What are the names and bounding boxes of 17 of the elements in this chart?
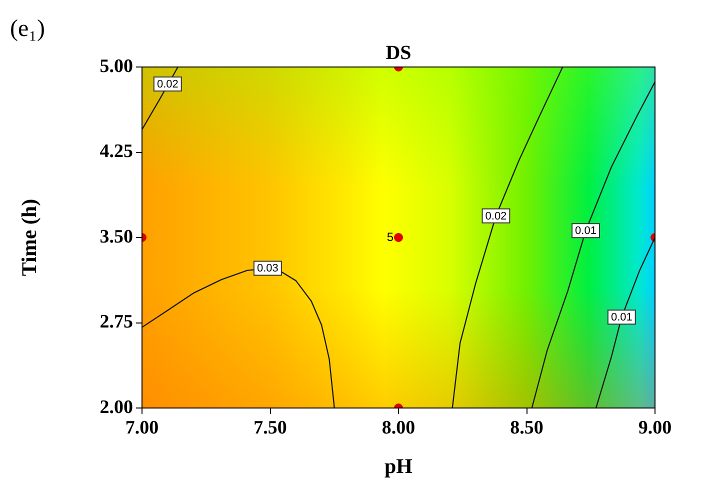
x-tick-label: 8.00 <box>382 417 416 438</box>
y-tick-label: 2.00 <box>100 396 133 418</box>
chart-title: DS <box>386 42 412 64</box>
x-tick-label: 8.50 <box>510 417 544 438</box>
x-tick-label: 9.00 <box>638 417 672 438</box>
x-tick-label: 7.00 <box>125 417 159 438</box>
y-tick-label: 4.25 <box>100 141 133 162</box>
text: (e₁) <box>10 16 46 42</box>
annotation: 0.02 <box>156 78 178 91</box>
y-axis-title: Time (h) <box>17 198 41 276</box>
y-tick-label: 3.50 <box>100 226 133 248</box>
y-tick-label: 2.75 <box>100 312 133 333</box>
point <box>394 233 403 242</box>
x-axis-title: pH <box>384 454 413 478</box>
y-tick-label: 5.00 <box>100 56 133 77</box>
x-tick-label: 7.50 <box>254 417 287 438</box>
annotation: 5 <box>386 230 394 244</box>
